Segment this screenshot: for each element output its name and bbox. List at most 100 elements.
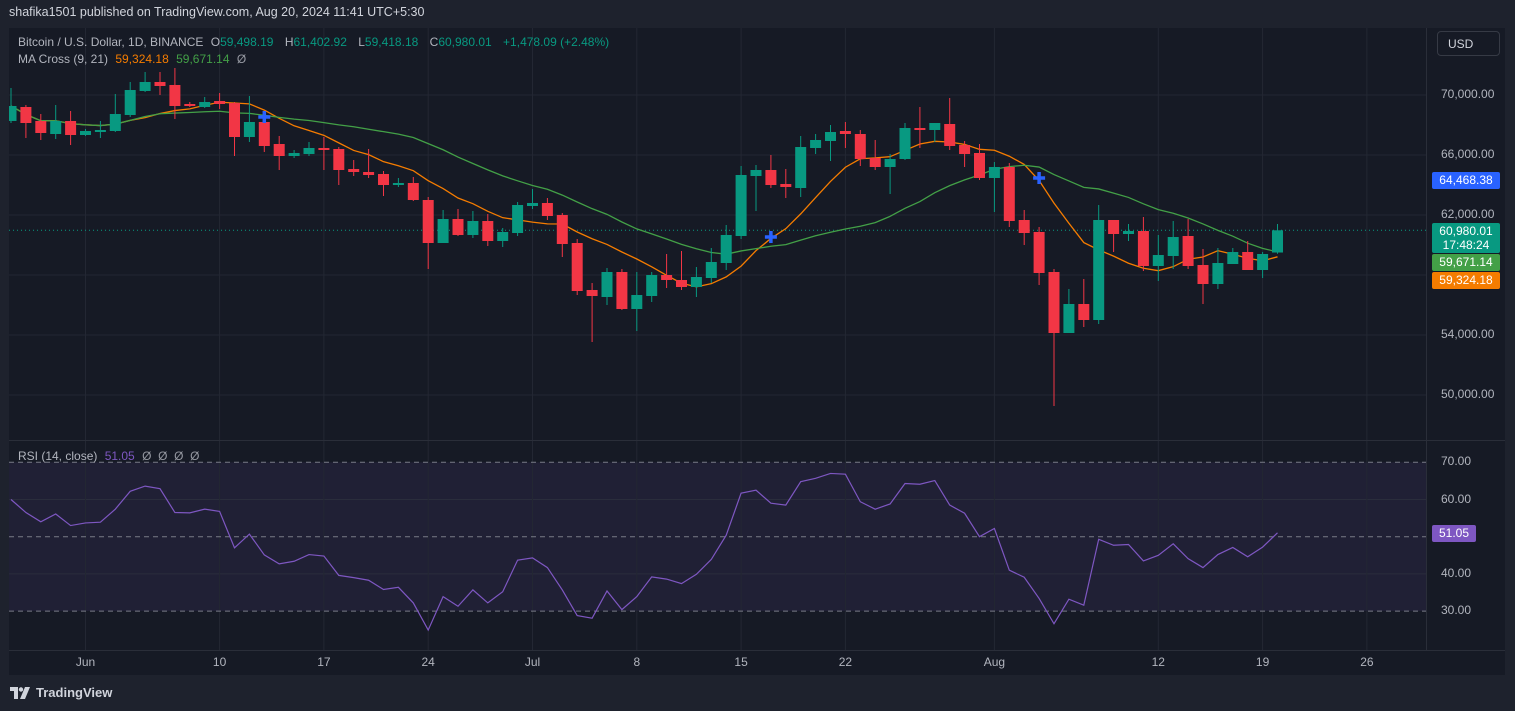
rsi-pane[interactable]	[10, 472, 1278, 632]
candle-body	[825, 132, 836, 142]
open-label: O	[210, 35, 221, 49]
candle-up	[795, 135, 807, 197]
candle-up	[646, 271, 658, 302]
price-axis-label: 54,000.00	[1441, 326, 1495, 341]
candle-body	[109, 114, 121, 131]
candle-body	[452, 219, 464, 235]
candle-up	[929, 123, 941, 142]
time-axis-label: Aug	[983, 655, 1006, 669]
candle-body	[1272, 230, 1283, 253]
symbol-legend[interactable]: Bitcoin / U.S. Dollar, 1D, BINANCE O 59,4…	[18, 35, 613, 49]
candle-body	[437, 219, 449, 244]
candle-down	[378, 171, 389, 196]
price-pane[interactable]	[6, 68, 1427, 406]
ma-cross-name[interactable]: MA Cross (9, 21)	[18, 52, 109, 66]
candle-body	[80, 130, 91, 136]
candle-body	[348, 168, 360, 172]
candle-body	[676, 279, 687, 287]
high-value: 61,402.92	[293, 35, 347, 49]
candle-body	[154, 81, 166, 87]
candle-down	[452, 208, 464, 236]
candle-body	[1257, 253, 1269, 271]
rsi-axis-label: 40.00	[1441, 565, 1472, 580]
candle-body	[497, 231, 509, 241]
candle-body	[1048, 271, 1060, 334]
close-label: C	[429, 35, 439, 49]
candle-body	[869, 157, 881, 167]
candle-up	[1123, 223, 1134, 241]
candle-up	[601, 267, 613, 305]
ma9-price-tag: 59,324.18	[1432, 272, 1500, 289]
symbol-name[interactable]: Bitcoin / U.S. Dollar, 1D, BINANCE	[18, 35, 204, 49]
currency-button[interactable]: USD	[1437, 31, 1500, 56]
candle-down	[959, 141, 971, 167]
candle-body	[288, 153, 300, 157]
candle-body	[184, 103, 196, 106]
candle-down	[20, 105, 32, 139]
ma9-value: 59,324.18	[115, 52, 169, 66]
candle-up	[899, 123, 911, 160]
candle-body	[65, 120, 77, 136]
candle-body	[1182, 235, 1194, 266]
time-axis-label: 26	[1360, 655, 1374, 669]
candle-up	[303, 141, 315, 157]
candle-down	[1033, 226, 1045, 286]
chart-frame[interactable]	[9, 28, 1505, 675]
candle-down	[839, 121, 851, 148]
candle-down	[616, 268, 628, 310]
candle-body	[944, 123, 956, 146]
candle-body	[780, 183, 792, 187]
candle-body	[586, 289, 598, 296]
candle-up	[690, 267, 702, 298]
candle-body	[482, 220, 494, 241]
candle-up	[884, 153, 896, 194]
candle-up	[497, 228, 509, 247]
candle-body	[527, 202, 538, 206]
rsi-name[interactable]: RSI (14, close)	[18, 449, 98, 463]
time-axis-label: Jun	[75, 655, 96, 669]
ma-cross-legend[interactable]: MA Cross (9, 21) 59,324.18 59,671.14 Ø	[18, 52, 250, 66]
candle-body	[810, 139, 822, 148]
candle-body	[1123, 231, 1134, 235]
candle-up	[199, 96, 211, 109]
candle-down	[586, 282, 598, 343]
ma-cross-marker-icon	[1033, 171, 1046, 184]
ma-cross-marker-icon	[764, 231, 777, 244]
candle-body	[974, 153, 985, 178]
candle-up	[720, 225, 732, 271]
last-price-tag: 60,980.01 17:48:24	[1432, 223, 1500, 253]
candle-body	[988, 166, 1000, 178]
candle-body	[1003, 166, 1015, 221]
candle-body	[50, 120, 62, 134]
tradingview-logo[interactable]: TradingView	[10, 685, 112, 700]
low-value: 59,418.18	[364, 35, 419, 49]
tradingview-logo-icon	[10, 686, 30, 699]
rsi-axis-label: 70.00	[1441, 454, 1472, 469]
candle-up	[1167, 220, 1179, 269]
candle-up	[1272, 223, 1283, 254]
candle-body	[735, 174, 747, 236]
candle-down	[1137, 216, 1149, 271]
candle-body	[303, 147, 315, 154]
candle-up	[109, 93, 121, 133]
candle-body	[35, 120, 47, 133]
ma-cross-marker-icon	[258, 111, 271, 124]
candle-body	[690, 276, 702, 287]
candle-body	[884, 159, 896, 167]
candle-body	[720, 234, 732, 263]
candle-body	[929, 123, 941, 130]
ma21-value: 59,671.14	[176, 52, 230, 66]
candle-up	[50, 105, 62, 139]
rsi-legend[interactable]: RSI (14, close) 51.05 Ø Ø Ø Ø	[18, 449, 203, 463]
candle-up	[735, 165, 747, 239]
time-axis-label: 22	[838, 655, 853, 669]
candle-down	[765, 154, 777, 188]
candle-body	[705, 261, 717, 278]
candle-body	[139, 81, 151, 91]
candle-up	[437, 210, 449, 244]
price-axis-label: 50,000.00	[1441, 386, 1495, 401]
candle-body	[541, 202, 553, 217]
tradingview-brand: TradingView	[36, 685, 113, 700]
candle-body	[333, 148, 345, 170]
